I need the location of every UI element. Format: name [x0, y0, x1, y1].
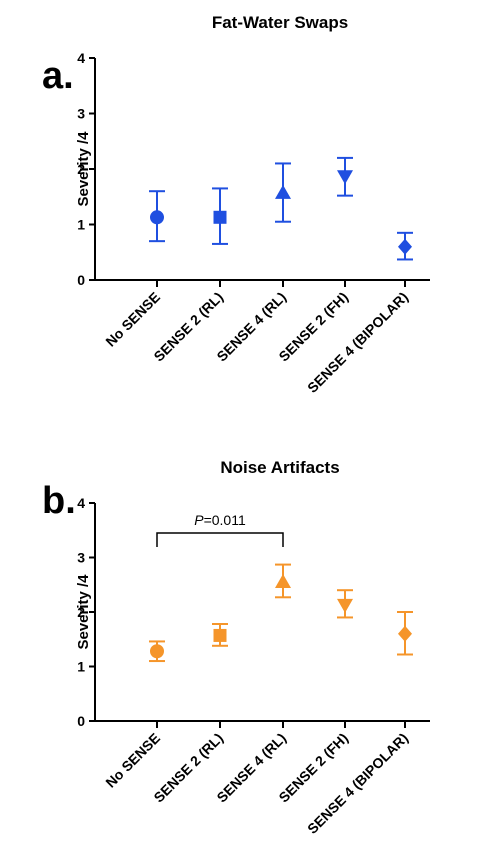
data-point-no-sense — [150, 210, 164, 225]
data-point-sense-4-bipolar — [398, 625, 412, 642]
y-tick-label: 1 — [77, 659, 85, 675]
data-point-sense-2-rl — [213, 210, 227, 224]
data-point-sense-2-fh — [337, 598, 353, 613]
data-point-sense-4-rl — [275, 184, 291, 199]
y-tick-label: 3 — [77, 106, 85, 122]
y-tick-label: 0 — [77, 713, 85, 729]
p-value-number: =0.011 — [204, 512, 246, 528]
p-value-label: P=0.011 — [194, 512, 246, 528]
y-tick-label: 4 — [77, 50, 85, 66]
noise-artifacts-svg: Noise Artifacts b. 0 1 2 3 4 Severity /4 No SENS… — [42, 458, 430, 837]
chart-title: Fat-Water Swaps — [212, 13, 348, 32]
x-category-label-no-sense: No SENSE — [102, 289, 163, 350]
data-point-sense-2-rl — [213, 628, 227, 642]
chart-title: Noise Artifacts — [220, 458, 339, 477]
data-point-sense-4-rl — [275, 574, 291, 589]
p-value-symbol: P — [194, 512, 204, 528]
y-axis-label: Severity /4 — [75, 574, 92, 650]
data-point-sense-4-bipolar — [398, 238, 412, 255]
x-category-label-sense-4-bipolar: SENSE 4 (BIPOLAR) — [304, 730, 411, 837]
panel-letter: b. — [42, 480, 76, 522]
x-category-label-no-sense: No SENSE — [102, 730, 163, 791]
noise-artifacts-chart: Noise Artifacts b. 0 1 2 3 4 Severity /4 No SENS… — [0, 433, 479, 866]
y-tick-label: 0 — [77, 272, 85, 288]
y-tick-label: 2 — [77, 604, 85, 620]
y-tick-label: 1 — [77, 217, 85, 233]
x-category-label-sense-4-bipolar: SENSE 4 (BIPOLAR) — [304, 289, 411, 396]
panel-letter: a. — [42, 55, 74, 97]
y-axis-label: Severity /4 — [75, 131, 92, 207]
data-point-sense-2-fh — [337, 170, 353, 185]
data-point-no-sense — [150, 644, 164, 659]
significance-bracket — [156, 532, 284, 547]
fat-water-swaps-svg: Fat-Water Swaps a. 0 1 2 3 4 Severity /4 No SENS… — [42, 13, 430, 396]
y-tick-label: 4 — [77, 495, 85, 511]
y-tick-label: 3 — [77, 550, 85, 566]
fat-water-swaps-chart: Fat-Water Swaps a. 0 1 2 3 4 Severity /4 No SENS… — [42, 13, 430, 396]
y-tick-label: 2 — [77, 161, 85, 177]
